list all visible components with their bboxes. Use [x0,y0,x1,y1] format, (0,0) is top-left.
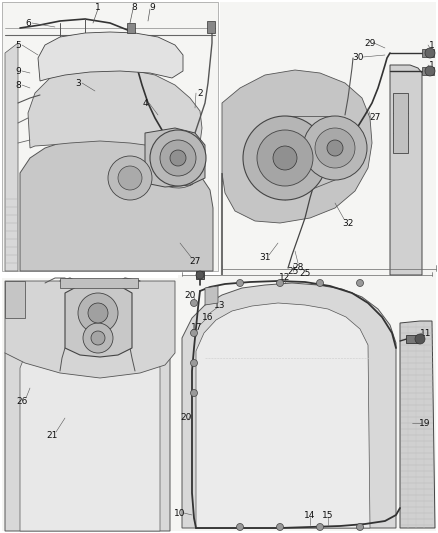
Text: 5: 5 [15,41,21,50]
Bar [406,335,418,343]
Circle shape [160,140,196,176]
Circle shape [317,523,324,530]
Circle shape [191,329,198,336]
Text: 20: 20 [184,290,196,300]
Text: 9: 9 [149,3,155,12]
Polygon shape [20,140,213,271]
Polygon shape [196,303,370,528]
Circle shape [357,523,364,530]
Text: 8: 8 [15,80,21,90]
Circle shape [317,279,324,287]
Circle shape [257,130,313,186]
Text: 3: 3 [75,78,81,87]
Text: 2: 2 [197,88,203,98]
Text: 29: 29 [364,38,376,47]
Polygon shape [393,93,408,153]
Polygon shape [390,65,422,275]
Circle shape [118,166,142,190]
Text: 32: 32 [343,219,354,228]
Text: 25: 25 [287,266,299,276]
Polygon shape [182,283,396,528]
Polygon shape [400,321,435,528]
Circle shape [327,140,343,156]
Text: 26: 26 [16,397,28,406]
Circle shape [88,303,108,323]
Circle shape [237,279,244,287]
Circle shape [415,334,425,344]
Bar [2,278,178,531]
Text: 8: 8 [131,3,137,12]
Circle shape [237,523,244,530]
Text: 25: 25 [299,269,311,278]
Polygon shape [60,278,138,288]
Text: 6: 6 [25,19,31,28]
Polygon shape [205,286,218,305]
Circle shape [170,150,186,166]
Text: 27: 27 [369,114,381,123]
Text: 12: 12 [279,272,291,281]
Text: 1: 1 [429,61,435,69]
Polygon shape [5,281,25,318]
Text: 15: 15 [322,511,334,520]
Polygon shape [20,318,160,531]
Circle shape [276,279,283,287]
Bar [422,67,434,75]
Text: 10: 10 [174,508,186,518]
Polygon shape [5,281,175,378]
Circle shape [357,279,364,287]
Text: 30: 30 [352,52,364,61]
Bar [196,271,204,279]
Circle shape [196,271,204,279]
Bar [2,2,218,271]
Text: 1: 1 [429,41,435,50]
Polygon shape [28,68,202,151]
Text: 9: 9 [15,67,21,76]
Circle shape [276,523,283,530]
Circle shape [425,66,435,76]
Circle shape [150,130,206,186]
Circle shape [273,146,297,170]
Circle shape [191,390,198,397]
Polygon shape [38,32,183,81]
Circle shape [243,116,327,200]
Bar [220,2,436,275]
Circle shape [91,331,105,345]
Text: 21: 21 [46,431,58,440]
Text: 14: 14 [304,511,316,520]
Circle shape [78,293,118,333]
Polygon shape [222,70,372,275]
Text: 28: 28 [292,262,304,271]
Text: 27: 27 [189,256,201,265]
Text: 19: 19 [419,418,431,427]
Circle shape [108,156,152,200]
Text: 11: 11 [420,328,432,337]
Polygon shape [5,293,170,531]
Text: 4: 4 [142,99,148,108]
Circle shape [83,323,113,353]
Bar [127,23,135,33]
Polygon shape [145,128,205,187]
Text: 16: 16 [202,312,214,321]
Text: 17: 17 [191,324,203,333]
Circle shape [425,48,435,58]
Circle shape [191,359,198,367]
Circle shape [303,116,367,180]
Bar [207,21,215,33]
Text: 20: 20 [180,414,192,423]
Bar [422,49,434,57]
Circle shape [191,300,198,306]
Text: 31: 31 [259,254,271,262]
Polygon shape [5,43,18,271]
Text: 13: 13 [214,301,226,310]
Circle shape [315,128,355,168]
Bar [178,275,436,531]
Text: 1: 1 [95,3,101,12]
Polygon shape [65,283,132,357]
